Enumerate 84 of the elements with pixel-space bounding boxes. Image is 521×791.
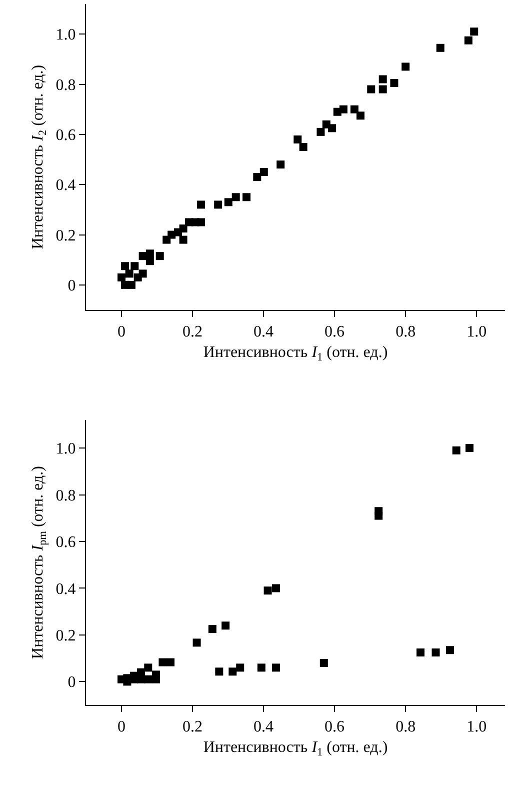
point [166, 658, 175, 666]
point [374, 512, 383, 520]
point [236, 664, 244, 672]
point [118, 273, 126, 282]
y-tick-label: 0.6 [56, 127, 76, 144]
y-tick-label: 0.4 [56, 580, 76, 598]
y-tick-label: 0 [68, 278, 76, 295]
point [130, 262, 139, 270]
point [432, 648, 440, 656]
y-tick-label: 0.2 [56, 227, 76, 244]
y-tick-label: 0 [68, 674, 76, 692]
x-tick-label: 0.8 [396, 718, 416, 736]
point [158, 658, 167, 666]
point [264, 586, 272, 595]
point [276, 160, 285, 169]
point [197, 200, 206, 209]
point [146, 257, 154, 266]
point [339, 105, 348, 114]
y-tick-label: 0.6 [56, 534, 76, 552]
point [156, 252, 164, 260]
point [232, 193, 240, 202]
x-tick-label: 0.6 [324, 718, 345, 736]
x-tick-label: 0 [118, 718, 126, 736]
point [121, 262, 130, 270]
point [215, 668, 224, 676]
x-axis-title: Интенсивность I$_{1}$ (отн. ед.) [203, 739, 388, 758]
point [253, 173, 262, 182]
point [378, 85, 387, 94]
point [222, 622, 230, 630]
point [378, 75, 387, 84]
point [390, 79, 398, 88]
x-tick-label: 1.0 [466, 323, 487, 340]
point [138, 270, 147, 278]
y-tick-label: 1.0 [56, 440, 76, 458]
point [416, 648, 424, 656]
y-tick-label: 0.4 [56, 177, 76, 194]
point [402, 62, 410, 71]
x-tick-label: 0.6 [324, 323, 345, 340]
point [350, 105, 358, 114]
x-tick-label: 0.4 [254, 323, 274, 340]
point [320, 658, 328, 667]
point [446, 646, 454, 654]
point [197, 218, 206, 226]
point [272, 584, 280, 592]
point [242, 193, 250, 202]
y-tick-label: 1.0 [56, 26, 76, 44]
x-tick-label: 1.0 [466, 718, 487, 736]
point [127, 280, 136, 289]
point [214, 200, 222, 209]
point [465, 444, 474, 452]
point [192, 638, 201, 647]
point [328, 124, 336, 132]
point [299, 142, 308, 151]
point [436, 44, 444, 52]
y-tick-label: 0.8 [56, 487, 76, 504]
point [208, 625, 216, 634]
x-axis-title: Интенсивность I$_{1}$ (отн. ед.) [203, 344, 388, 364]
point [452, 446, 460, 454]
point [257, 664, 266, 672]
x-tick-label: 0.4 [254, 718, 274, 736]
point [464, 36, 472, 44]
y-tick-label: 0.8 [56, 76, 76, 94]
x-tick-label: 0.2 [182, 718, 203, 736]
point [316, 128, 325, 136]
point [294, 135, 302, 144]
point [179, 224, 188, 232]
point [260, 168, 268, 176]
point [146, 250, 154, 258]
y-tick-label: 0.2 [56, 628, 76, 645]
point [144, 664, 152, 672]
point [224, 198, 232, 206]
point [272, 664, 280, 672]
point [137, 668, 146, 676]
point [367, 85, 376, 94]
point [228, 668, 237, 676]
point [179, 236, 188, 244]
x-tick-label: 0.2 [182, 323, 203, 340]
point [470, 28, 478, 36]
point [144, 675, 152, 684]
point [125, 270, 134, 278]
point [152, 670, 160, 679]
point [356, 112, 364, 120]
x-tick-label: 0 [118, 323, 126, 340]
x-tick-label: 0.8 [396, 323, 416, 340]
